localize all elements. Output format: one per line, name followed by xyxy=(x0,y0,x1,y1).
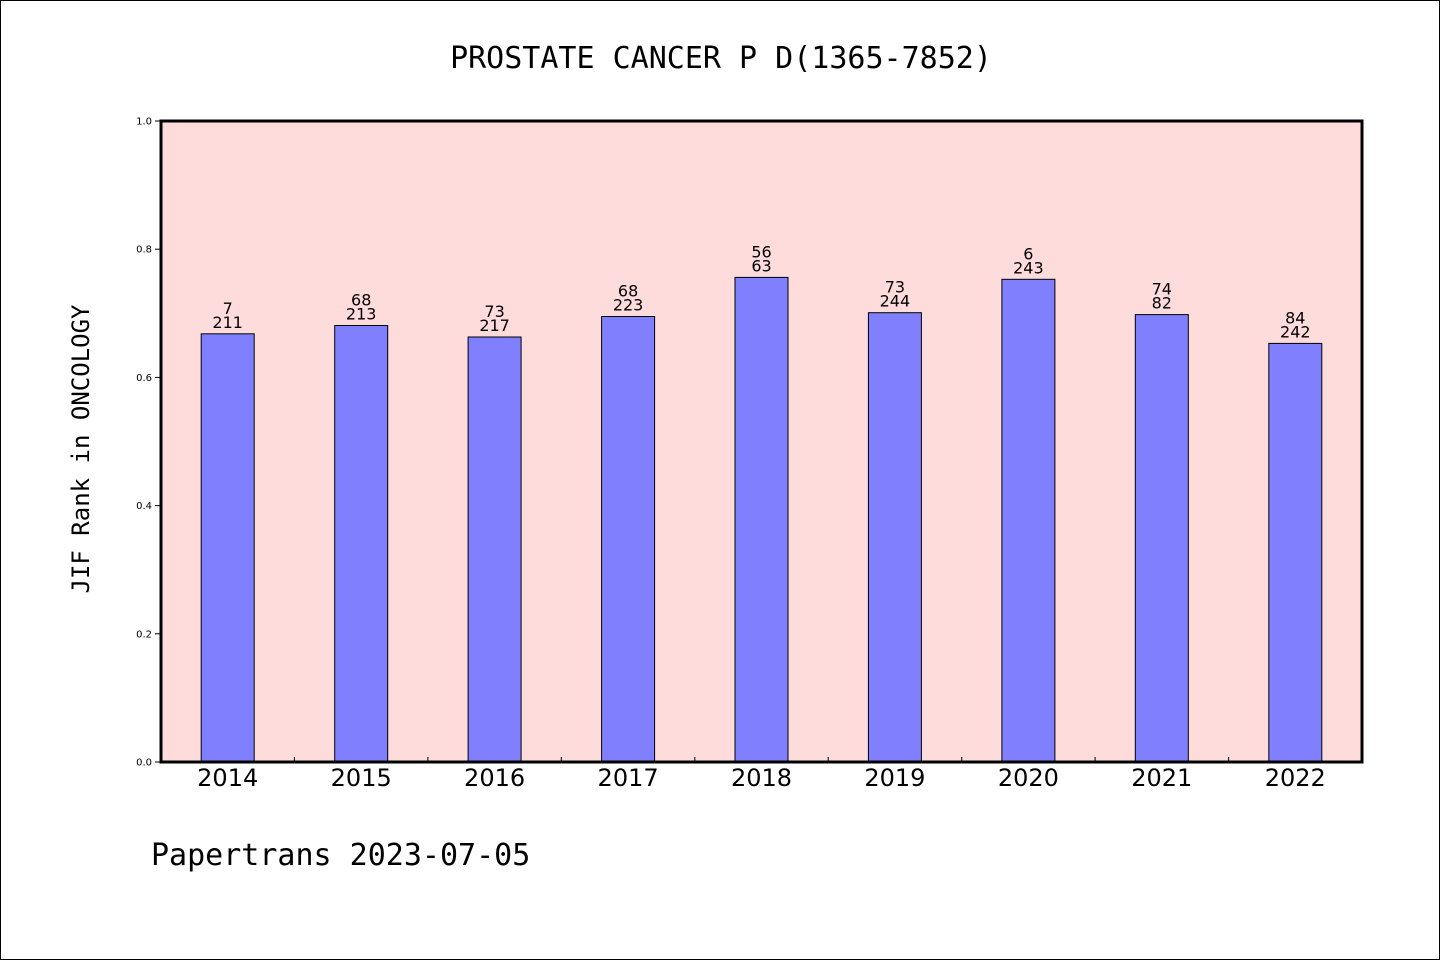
bar-total-label-2021: 82 xyxy=(1152,294,1172,313)
bar-total-label-2014: 211 xyxy=(212,313,243,332)
bar-2016 xyxy=(467,336,522,763)
x-axis: 2014 2015 2016 2017 2018 2019 2020 2021 2022 xyxy=(197,757,1326,792)
bar-rank-label-2016: 73 xyxy=(484,302,504,321)
bar-rank-label-2019: 73 xyxy=(885,278,905,297)
plot-frame xyxy=(159,119,1364,764)
bar-total-label-2019: 244 xyxy=(880,292,911,311)
bar-total-label-2018: 63 xyxy=(751,256,771,275)
x-tick-label-2017: 2017 xyxy=(598,764,659,792)
bar-2021 xyxy=(1134,314,1189,763)
y-tick-label: 0.0 xyxy=(136,758,152,769)
x-tick-label-2018: 2018 xyxy=(731,764,792,792)
x-tick-label-2019: 2019 xyxy=(864,764,925,792)
bar-2017 xyxy=(601,316,656,763)
bar-2015 xyxy=(334,325,389,763)
bar-total-label-2020: 243 xyxy=(1013,258,1044,277)
bar-2022 xyxy=(1268,342,1323,763)
bar-rank-label-2018: 56 xyxy=(751,242,771,261)
bar-rank-label-2022: 84 xyxy=(1285,308,1305,327)
x-tick-label-2016: 2016 xyxy=(464,764,525,792)
bar-total-label-2015: 213 xyxy=(346,305,377,324)
bar-2020 xyxy=(1001,278,1056,763)
x-tick-label-2014: 2014 xyxy=(197,764,258,792)
bar-2019 xyxy=(867,312,922,763)
y-tick-label: 0.4 xyxy=(136,501,152,512)
y-tick-label: 0.8 xyxy=(136,245,152,256)
y-axis-label: JIF Rank in ONCOLOGY xyxy=(67,304,95,594)
bar-rank-label-2020: 6 xyxy=(1023,244,1033,263)
bar-total-label-2017: 223 xyxy=(613,296,644,315)
bar-rank-label-2017: 68 xyxy=(618,282,638,301)
footer-text: Papertrans 2023-07-05 xyxy=(151,838,530,873)
bar-rank-label-2015: 68 xyxy=(351,291,371,310)
x-tick-label-2022: 2022 xyxy=(1265,764,1326,792)
y-tick-label: 0.2 xyxy=(136,629,152,640)
bar-rank-label-2021: 74 xyxy=(1152,280,1172,299)
bar-2018 xyxy=(734,276,789,763)
bar-2014 xyxy=(200,333,255,763)
bar-total-label-2016: 217 xyxy=(479,316,510,335)
y-axis: 0.0 0.2 0.4 0.6 0.8 1.0 xyxy=(136,117,161,769)
x-tick-label-2020: 2020 xyxy=(998,764,1059,792)
x-tick-label-2021: 2021 xyxy=(1131,764,1192,792)
y-tick-label: 1.0 xyxy=(136,117,152,128)
bars-layer xyxy=(200,276,1323,763)
bar-total-label-2022: 242 xyxy=(1280,322,1311,341)
y-tick-label: 0.6 xyxy=(136,373,152,384)
x-tick-label-2015: 2015 xyxy=(331,764,392,792)
chart-title: PROSTATE CANCER P D(1365-7852) xyxy=(450,41,992,76)
bar-rank-label-2014: 7 xyxy=(223,299,233,318)
